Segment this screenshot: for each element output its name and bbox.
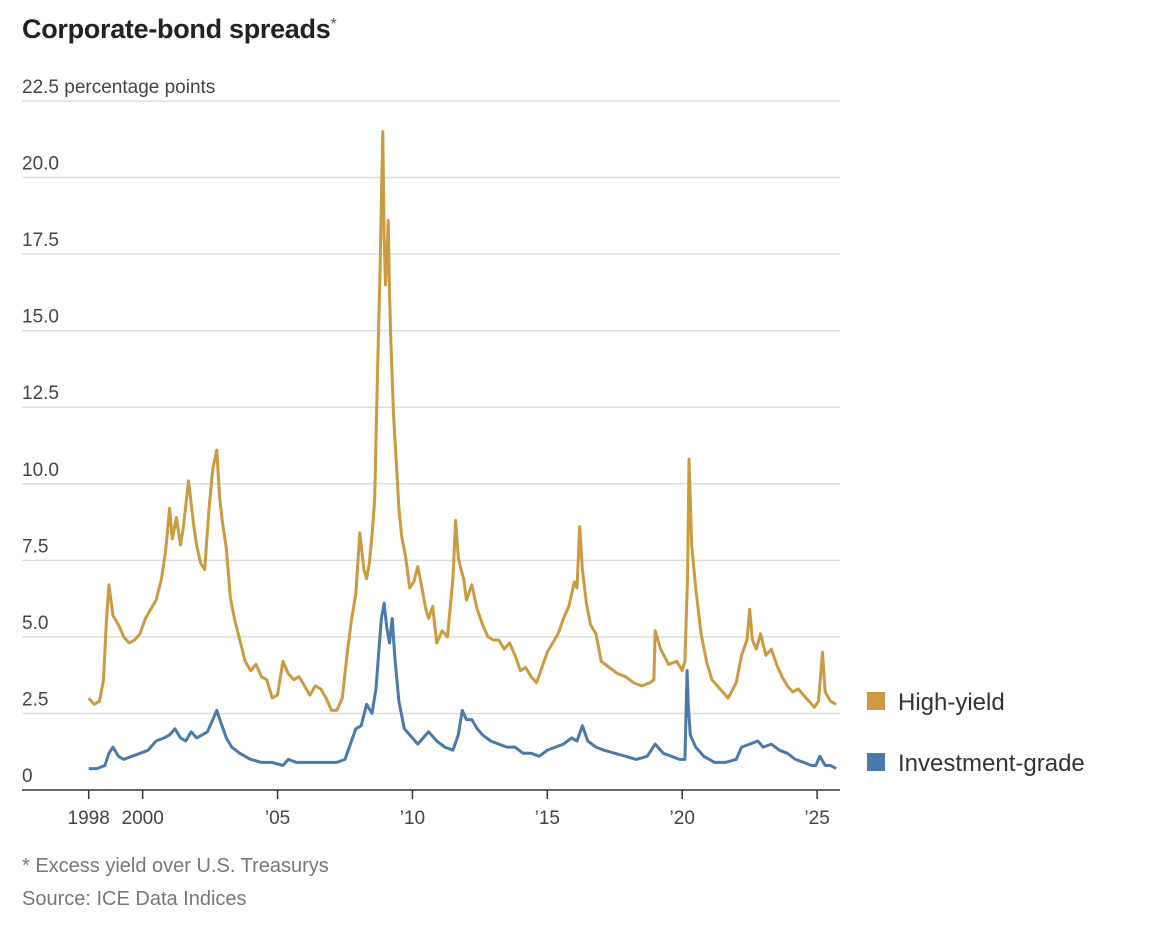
- y-tick-label-4: 12.5: [22, 383, 59, 404]
- legend: High-yield Investment-grade: [867, 689, 1085, 777]
- x-tick-label-5: ’20: [670, 808, 695, 829]
- x-tick-label-1: 2000: [122, 808, 164, 829]
- y-tick-label-8: 2.5: [22, 689, 48, 710]
- x-tick-label-6: ’25: [804, 808, 829, 829]
- y-tick-label-2: 17.5: [22, 230, 59, 251]
- series-line-investment-grade: [88, 601, 837, 771]
- x-tick-label-0: 1998: [68, 808, 110, 829]
- x-axis-ticks: 1998 2000 ’05 ’10 ’15 ’20 ’25: [68, 790, 830, 829]
- y-tick-label-9: 0: [22, 766, 33, 787]
- y-tick-label-0: 22.5 percentage points: [22, 77, 215, 98]
- legend-swatch-1: [867, 753, 885, 771]
- legend-swatch-0: [867, 692, 885, 710]
- x-tick-label-2: ’05: [265, 808, 290, 829]
- series-line-high-yield: [87, 130, 837, 712]
- y-tick-label-7: 5.0: [22, 613, 48, 634]
- line-chart: 22.5 percentage points 20.0 17.5 15.0 12.5 10…: [22, 77, 1085, 829]
- source-note: Source: ICE Data Indices: [22, 888, 247, 910]
- legend-label-1: Investment-grade: [898, 750, 1085, 777]
- y-tick-label-5: 10.0: [22, 460, 59, 481]
- chart-title: Corporate-bond spreads*: [22, 14, 337, 45]
- x-tick-label-4: ’15: [535, 808, 560, 829]
- legend-label-0: High-yield: [898, 689, 1005, 716]
- series-lines: [87, 130, 837, 771]
- title-asterisk: *: [330, 16, 337, 33]
- y-tick-label-1: 20.0: [22, 154, 59, 175]
- gridlines: [22, 100, 840, 715]
- x-tick-label-3: ’10: [400, 808, 425, 829]
- footnote: * Excess yield over U.S. Treasurys: [22, 855, 329, 877]
- y-axis-ticks: 22.5 percentage points 20.0 17.5 15.0 12.5 10…: [22, 77, 215, 787]
- y-tick-label-3: 15.0: [22, 307, 59, 328]
- chart-title-text: Corporate-bond spreads: [22, 14, 331, 44]
- y-tick-label-6: 7.5: [22, 536, 48, 557]
